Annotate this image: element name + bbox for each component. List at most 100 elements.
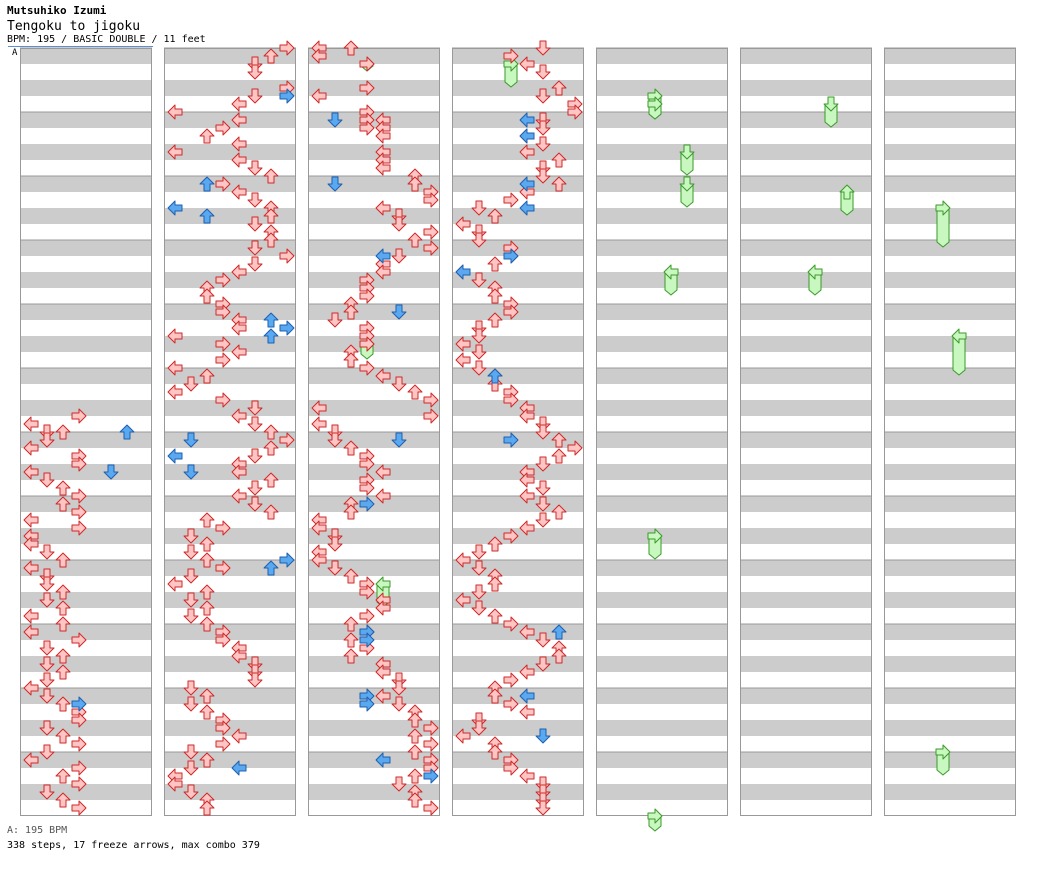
step-down-arrow [391,696,407,712]
beat-band [596,624,728,640]
step-right-arrow [359,360,375,376]
step-down-arrow [183,680,199,696]
beat-band [596,400,728,416]
step-up-arrow [487,312,503,328]
step-right-arrow [279,552,295,568]
step-up-arrow [551,176,567,192]
step-left-arrow [375,600,391,616]
step-left-arrow [23,536,39,552]
step-left-arrow [375,368,391,384]
beat-band [884,176,1016,192]
step-up-arrow [551,624,567,640]
beat-band [308,784,440,800]
step-up-arrow [343,40,359,56]
beat-band [596,368,728,384]
step-down-arrow [39,720,55,736]
beat-band [308,560,440,576]
step-left-arrow [519,704,535,720]
step-up-arrow [343,440,359,456]
step-left-arrow [167,448,183,464]
step-up-arrow [551,432,567,448]
beat-band [452,176,584,192]
step-right-arrow [503,760,519,776]
beat-band [20,368,152,384]
step-down-arrow [391,248,407,264]
step-left-arrow [519,176,535,192]
freeze-head-left-arrow [951,328,967,344]
beat-band [740,80,872,96]
step-left-arrow [375,464,391,480]
step-down-arrow [327,176,343,192]
beat-band [596,240,728,256]
column-border [20,48,152,816]
step-down-arrow [327,536,343,552]
step-up-arrow [343,504,359,520]
step-up-arrow [343,632,359,648]
beat-band [884,112,1016,128]
step-right-arrow [423,392,439,408]
beat-band [452,784,584,800]
step-up-arrow [263,168,279,184]
step-up-arrow [487,536,503,552]
step-down-arrow [391,216,407,232]
beat-band [740,688,872,704]
step-left-arrow [375,688,391,704]
step-right-arrow [503,528,519,544]
step-left-arrow [23,624,39,640]
step-down-arrow [327,112,343,128]
step-up-arrow [55,792,71,808]
step-up-arrow [199,704,215,720]
beat-band [596,592,728,608]
step-right-arrow [71,736,87,752]
beat-band [740,656,872,672]
step-up-arrow [199,512,215,528]
step-right-arrow [71,696,87,712]
step-up-arrow [263,208,279,224]
beat-band [164,496,296,512]
step-down-arrow [247,480,263,496]
chart-info: BPM: 195 / BASIC DOUBLE / 11 feet [7,34,206,45]
step-down-arrow [391,304,407,320]
step-down-arrow [535,456,551,472]
step-left-arrow [375,488,391,504]
beat-band [740,304,872,320]
beat-band [308,528,440,544]
step-up-arrow [199,368,215,384]
beat-band [308,304,440,320]
beat-band [308,400,440,416]
bpm-marker-label: A [12,48,18,58]
column-border [308,48,440,816]
step-up-arrow [199,128,215,144]
step-up-arrow [55,600,71,616]
step-right-arrow [279,40,295,56]
beat-band [308,240,440,256]
step-up-arrow [487,608,503,624]
step-right-arrow [215,336,231,352]
step-left-arrow [167,144,183,160]
step-right-arrow [279,88,295,104]
beat-band [20,624,152,640]
step-right-arrow [71,520,87,536]
step-right-arrow [503,392,519,408]
step-up-arrow [551,152,567,168]
beat-band [308,208,440,224]
step-down-arrow [471,328,487,344]
beat-band [20,752,152,768]
beat-band [20,656,152,672]
step-down-arrow [183,568,199,584]
step-left-arrow [231,136,247,152]
step-right-arrow [359,696,375,712]
step-left-arrow [23,752,39,768]
step-up-arrow [55,728,71,744]
step-down-arrow [535,64,551,80]
step-up-arrow [55,496,71,512]
beat-band [884,400,1016,416]
step-down-arrow [327,432,343,448]
step-up-arrow [263,560,279,576]
step-right-arrow [503,432,519,448]
step-up-arrow [551,80,567,96]
step-left-arrow [519,520,535,536]
step-right-arrow [503,696,519,712]
step-left-arrow [375,664,391,680]
column-border [452,48,584,816]
